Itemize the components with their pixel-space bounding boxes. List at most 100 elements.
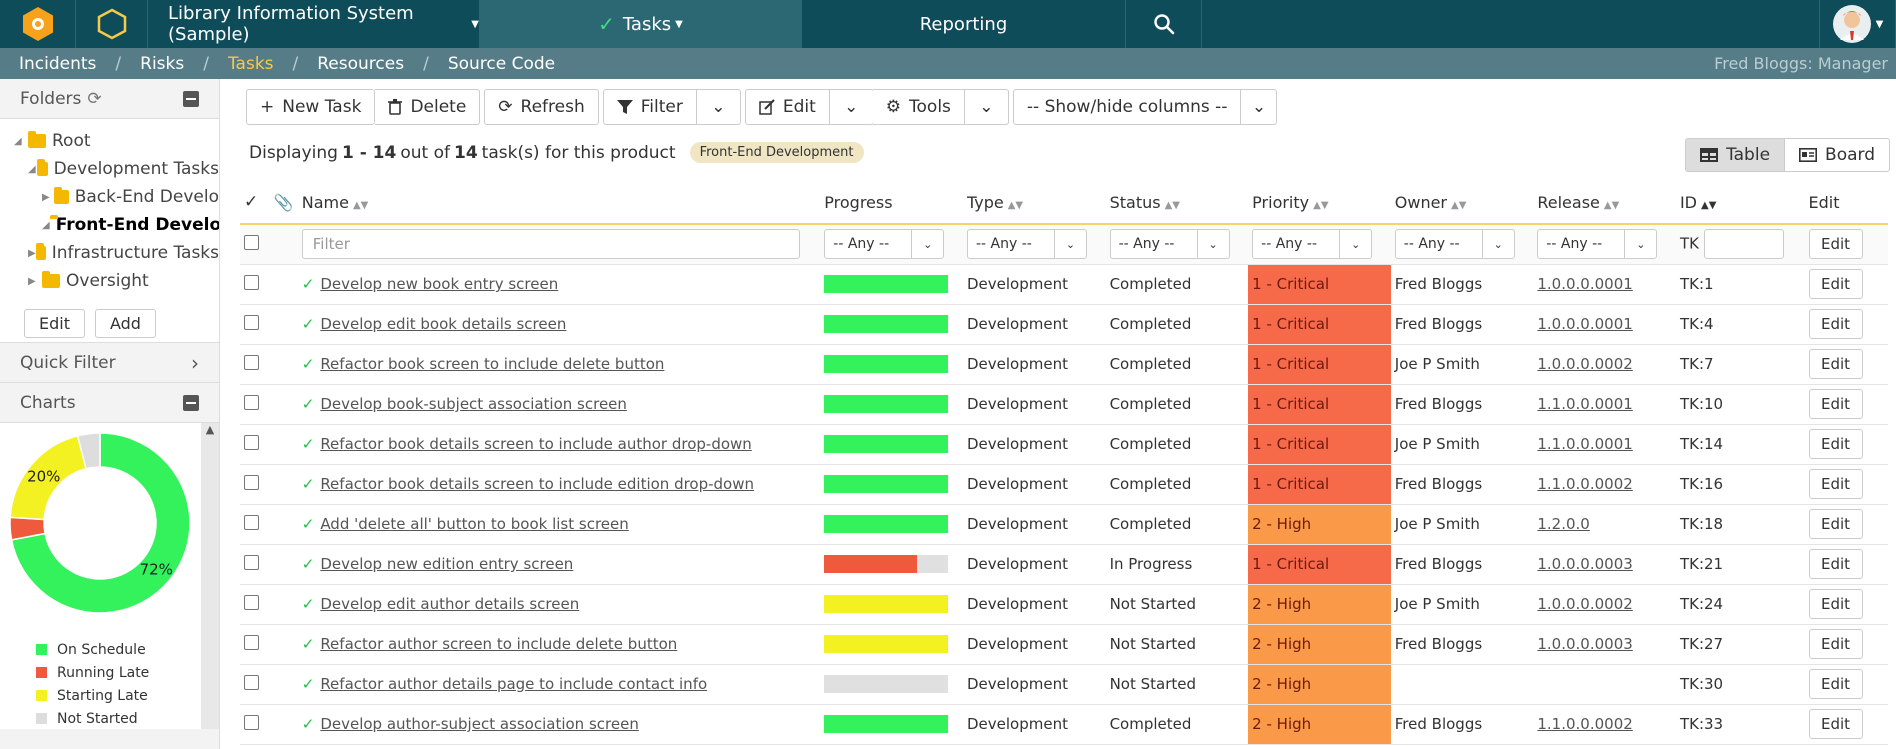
table-row[interactable]: ✓ Develop new book entry screen Developmen… (240, 264, 1888, 305)
table-view-button[interactable]: Table (1685, 138, 1786, 172)
sort-icon[interactable]: ▲▼ (1164, 199, 1180, 211)
sidebar-scrollbar[interactable]: ▲ (201, 423, 219, 729)
progress-filter-select[interactable]: -- Any -- ⌄ (824, 229, 945, 260)
table-row[interactable]: ✓ Refactor book screen to include delete … (240, 344, 1888, 385)
row-edit-button[interactable]: Edit (1808, 349, 1863, 379)
sort-icon[interactable]: ▲▼ (352, 199, 369, 211)
row-edit-button[interactable]: Edit (1808, 669, 1863, 699)
tree-item-development-tasks[interactable]: ◢ Development Tasks (0, 155, 219, 183)
refresh-icon[interactable]: ⟳ (87, 88, 102, 109)
collapsed-icon[interactable]: ▶ (28, 275, 36, 287)
chevron-right-icon[interactable]: › (191, 350, 199, 375)
column-owner[interactable]: Owner ▲▼ (1390, 181, 1534, 225)
board-view-button[interactable]: Board (1785, 138, 1890, 172)
row-checkbox[interactable] (244, 394, 259, 410)
column-status[interactable]: Status ▲▼ (1105, 181, 1249, 225)
scroll-up-icon[interactable]: ▲ (205, 423, 215, 436)
tree-item-front-end[interactable]: ◢ Front-End Develo (0, 211, 219, 239)
release-filter-select[interactable]: -- Any -- ⌄ (1537, 229, 1658, 260)
task-name-link[interactable]: Refactor author details page to include … (320, 675, 708, 693)
row-edit-button[interactable]: Edit (1808, 269, 1863, 299)
row-checkbox[interactable] (244, 554, 259, 570)
workspace-button[interactable] (76, 0, 148, 48)
subnav-risks[interactable]: Risks (140, 53, 185, 74)
row-edit-button[interactable]: Edit (1808, 509, 1863, 539)
task-name-link[interactable]: Refactor author screen to include delete… (320, 635, 678, 653)
release-link[interactable]: 1.0.0.0.0003 (1537, 635, 1633, 653)
tree-item-oversight[interactable]: ▶ Oversight (0, 267, 219, 295)
release-link[interactable]: 1.0.0.0.0001 (1537, 275, 1633, 293)
filter-dropdown-button[interactable]: ⌄ (696, 89, 741, 125)
table-row[interactable]: ✓ Refactor author screen to include delet… (240, 624, 1888, 665)
sort-icon[interactable]: ▲▼ (1313, 199, 1329, 211)
edit-dropdown-button[interactable]: ⌄ (829, 89, 874, 125)
table-row[interactable]: ✓ Refactor book details screen to include… (240, 464, 1888, 505)
task-name-link[interactable]: Develop new book entry screen (320, 275, 559, 293)
row-edit-button[interactable]: Edit (1808, 549, 1863, 579)
filter-button[interactable]: Filter (602, 89, 697, 125)
row-edit-button[interactable]: Edit (1808, 589, 1863, 619)
row-checkbox[interactable] (244, 354, 259, 370)
release-link[interactable]: 1.0.0.0.0002 (1537, 355, 1633, 373)
tree-item-back-end[interactable]: ▶ Back-End Develo (0, 183, 219, 211)
release-link[interactable]: 1.0.0.0.0002 (1537, 595, 1633, 613)
row-checkbox[interactable] (244, 434, 259, 450)
table-row[interactable]: ✓ Develop new edition entry screen Develop… (240, 544, 1888, 585)
release-link[interactable]: 1.1.0.0.0001 (1537, 395, 1633, 413)
task-name-link[interactable]: Develop edit book details screen (320, 315, 567, 333)
column-name[interactable]: Name ▲▼ (297, 181, 821, 225)
task-name-link[interactable]: Add 'delete all' button to book list scr… (320, 515, 629, 533)
row-edit-button[interactable]: Edit (1808, 629, 1863, 659)
task-name-link[interactable]: Develop author-subject association scree… (320, 715, 639, 733)
table-row[interactable]: ✓ Add 'delete all' button to book list sc… (240, 504, 1888, 545)
task-name-link[interactable]: Refactor book screen to include delete b… (320, 355, 665, 373)
row-checkbox[interactable] (244, 314, 259, 330)
collapsed-icon[interactable]: ▶ (42, 191, 50, 203)
delete-button[interactable]: Delete (375, 89, 481, 125)
project-selector[interactable]: Library Information System (Sample) ▼ (148, 0, 480, 48)
owner-filter-select[interactable]: -- Any -- ⌄ (1394, 229, 1515, 260)
show-hide-columns-select[interactable]: -- Show/hide columns -- (1012, 89, 1242, 125)
release-link[interactable]: 1.2.0.0 (1537, 515, 1590, 533)
subnav-tasks[interactable]: Tasks (227, 53, 274, 74)
row-edit-button[interactable]: Edit (1808, 429, 1863, 459)
task-name-link[interactable]: Refactor book details screen to include … (320, 435, 752, 453)
collapsed-icon[interactable]: ▶ (28, 247, 36, 259)
release-link[interactable]: 1.1.0.0.0001 (1537, 435, 1633, 453)
tools-button[interactable]: ⚙ Tools (872, 89, 965, 125)
edit-button[interactable]: Edit (744, 89, 830, 125)
folder-edit-button[interactable]: Edit (24, 309, 85, 338)
row-checkbox[interactable] (244, 714, 259, 730)
table-row[interactable]: ✓ Refactor author details page to include… (240, 664, 1888, 705)
row-checkbox[interactable] (244, 594, 259, 610)
checkmark-icon[interactable]: ✓ (244, 192, 259, 212)
subnav-incidents[interactable]: Incidents (19, 53, 97, 74)
row-edit-button[interactable]: Edit (1808, 389, 1863, 419)
refresh-button[interactable]: ⟳ Refresh (484, 89, 599, 125)
tree-item-root[interactable]: ◢ Root (0, 127, 219, 155)
expanded-icon[interactable]: ◢ (42, 219, 50, 231)
user-menu[interactable]: ▼ (1820, 0, 1896, 48)
search-button[interactable] (1126, 0, 1202, 48)
row-checkbox[interactable] (244, 514, 259, 530)
sort-icon[interactable]: ▲▼ (1701, 199, 1717, 211)
release-link[interactable]: 1.1.0.0.0002 (1537, 715, 1633, 733)
folder-add-button[interactable]: Add (94, 309, 156, 338)
priority-filter-select[interactable]: -- Any -- ⌄ (1252, 229, 1373, 260)
table-row[interactable]: ✓ Develop edit book details screen Develop… (240, 304, 1888, 345)
column-type[interactable]: Type ▲▼ (962, 181, 1106, 225)
id-filter-input[interactable] (1703, 229, 1784, 260)
sort-icon[interactable]: ▲▼ (1007, 199, 1024, 211)
name-filter-input[interactable]: Filter (301, 229, 800, 260)
row-edit-button[interactable]: Edit (1808, 469, 1863, 499)
table-row[interactable]: ✓ Develop book-subject association screen… (240, 384, 1888, 425)
release-link[interactable]: 1.1.0.0.0002 (1537, 475, 1633, 493)
task-name-link[interactable]: Develop edit author details screen (320, 595, 580, 613)
status-filter-select[interactable]: -- Any -- ⌄ (1109, 229, 1230, 260)
table-row[interactable]: ✓ Develop edit author details screen Devel… (240, 584, 1888, 625)
column-release[interactable]: Release ▲▼ (1533, 181, 1676, 225)
release-link[interactable]: 1.0.0.0.0003 (1537, 555, 1633, 573)
column-id[interactable]: ID ▲▼ (1675, 181, 1805, 225)
reporting-menu[interactable]: Reporting (802, 0, 1126, 48)
app-logo[interactable] (0, 0, 76, 48)
